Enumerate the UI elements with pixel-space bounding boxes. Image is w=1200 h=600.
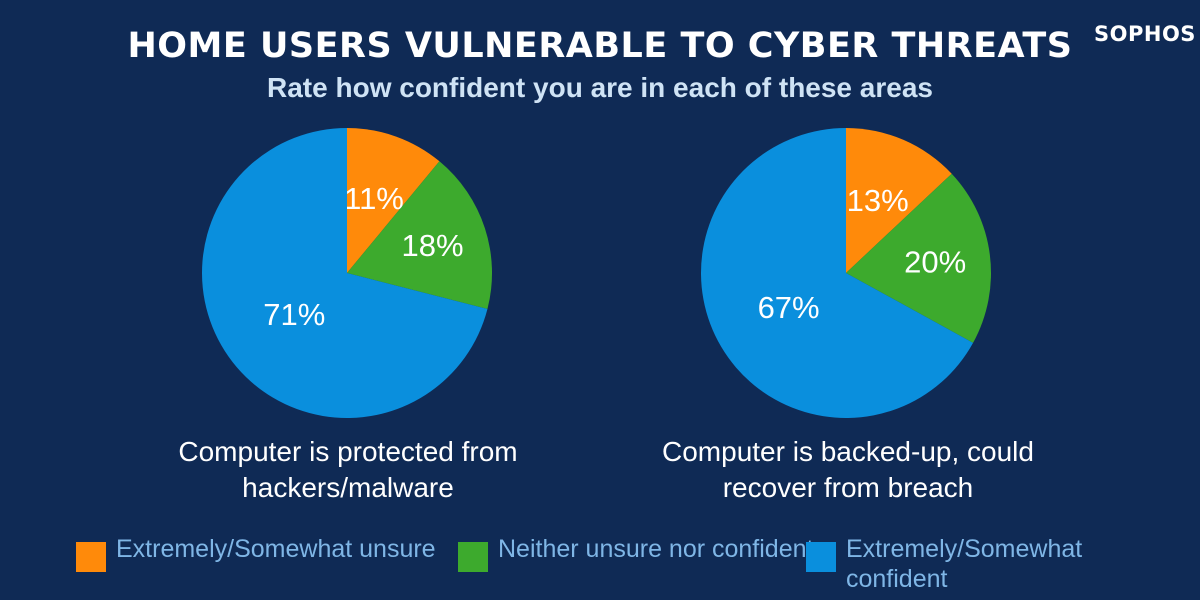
pie-backed-up-label-unsure: 13%: [847, 183, 909, 218]
pie-caption-backed-up: Computer is backed-up, could recover fro…: [662, 436, 1034, 503]
pie-backed-up-label-neither: 20%: [904, 245, 966, 280]
pie-protected-label-unsure: 11%: [344, 181, 404, 216]
pie-backed-up-slice-neither: [846, 173, 991, 343]
legend-swatch-neither: [458, 542, 488, 572]
legend-swatch-unsure: [76, 542, 106, 572]
legend-label-unsure: Extremely/Somewhat unsure: [116, 535, 436, 563]
sophos-logo: SOPHOS: [1094, 22, 1196, 46]
legend-swatch-confident: [806, 542, 836, 572]
pie-backed-up-label-confident: 67%: [758, 290, 820, 325]
chart-subtitle: Rate how confident you are in each of th…: [267, 72, 933, 103]
pie-caption-protected: Computer is protected from hackers/malwa…: [178, 436, 518, 503]
pie-protected-slice-unsure: [347, 128, 440, 273]
legend-label-neither: Neither unsure nor confident: [498, 535, 814, 563]
pie-backed-up-slice-unsure: [846, 128, 952, 273]
chart-title: HOME USERS VULNERABLE TO CYBER THREATS: [127, 26, 1073, 66]
pie-protected-slice-confident: [201, 128, 488, 418]
pie-protected-label-confident: 71%: [263, 297, 325, 332]
pie-protected-slice-neither: [347, 161, 492, 310]
pie-backed-up-slice-confident: [700, 128, 974, 419]
legend-label-confident: Extremely/Somewhat confident: [846, 535, 1083, 593]
pie-protected-label-neither: 18%: [401, 228, 463, 263]
